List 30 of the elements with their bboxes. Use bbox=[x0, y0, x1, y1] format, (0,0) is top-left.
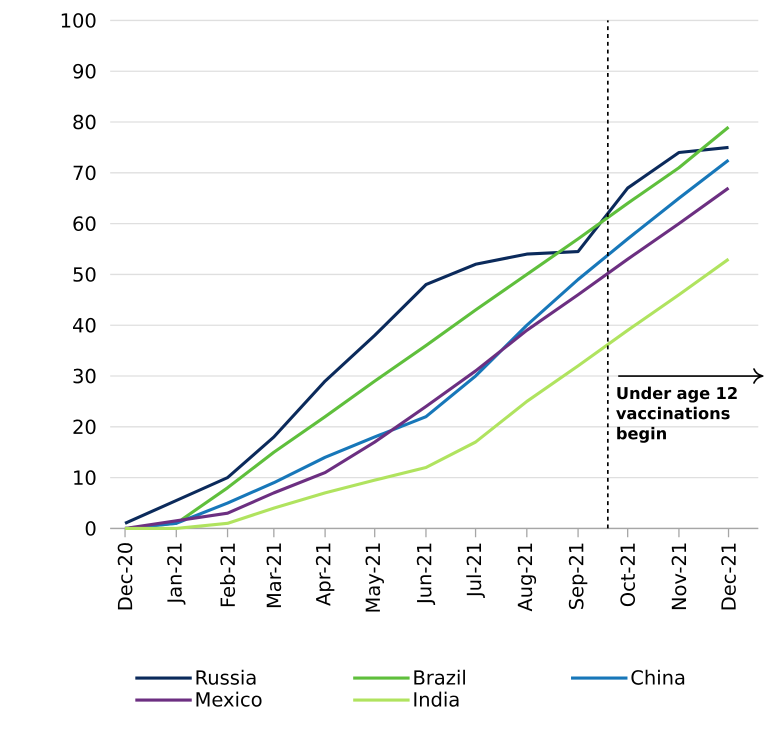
x-tick-label: Nov-21 bbox=[672, 544, 686, 610]
y-tick-label: 20 bbox=[73, 420, 96, 434]
x-tick-label: Sep-21 bbox=[568, 544, 588, 610]
legend-label: Brazil bbox=[414, 670, 465, 685]
y-tick-label: 80 bbox=[73, 114, 96, 130]
x-tick-label: Oct-21 bbox=[620, 544, 636, 606]
ref-line-label: Under age 12 vaccinations begin bbox=[616, 386, 737, 443]
y-tick-label: 50 bbox=[74, 267, 96, 282]
y-tick-label: 70 bbox=[74, 166, 96, 180]
y-tick-label: 100 bbox=[62, 13, 96, 28]
x-tick-label: Jun-21 bbox=[416, 544, 436, 606]
x-tick-label: Apr-21 bbox=[316, 544, 334, 606]
x-tick-label: Dec-20 bbox=[118, 543, 132, 610]
y-tick-label: 30 bbox=[74, 368, 96, 384]
legend-label: Russia bbox=[196, 670, 256, 685]
y-tick-label: 90 bbox=[73, 64, 96, 79]
legend-label: India bbox=[414, 692, 458, 707]
x-tick-label: Jan-21 bbox=[167, 544, 186, 605]
legend-label: Mexico bbox=[196, 692, 262, 707]
x-tick-label: May-21 bbox=[365, 544, 384, 612]
x-tick-label: Mar-21 bbox=[266, 544, 282, 608]
x-tick-label: Dec-21 bbox=[721, 544, 736, 610]
y-tick-label: 60 bbox=[73, 216, 96, 232]
legend-label: China bbox=[631, 670, 684, 685]
x-tick-label: Feb-21 bbox=[220, 544, 236, 606]
y-tick-label: 40 bbox=[73, 318, 96, 333]
y-tick-label: 10 bbox=[74, 470, 96, 486]
x-tick-label: Aug-21 bbox=[518, 544, 536, 612]
x-tick-label: Jul-21 bbox=[466, 544, 485, 598]
y-tick-label: 0 bbox=[86, 521, 96, 536]
